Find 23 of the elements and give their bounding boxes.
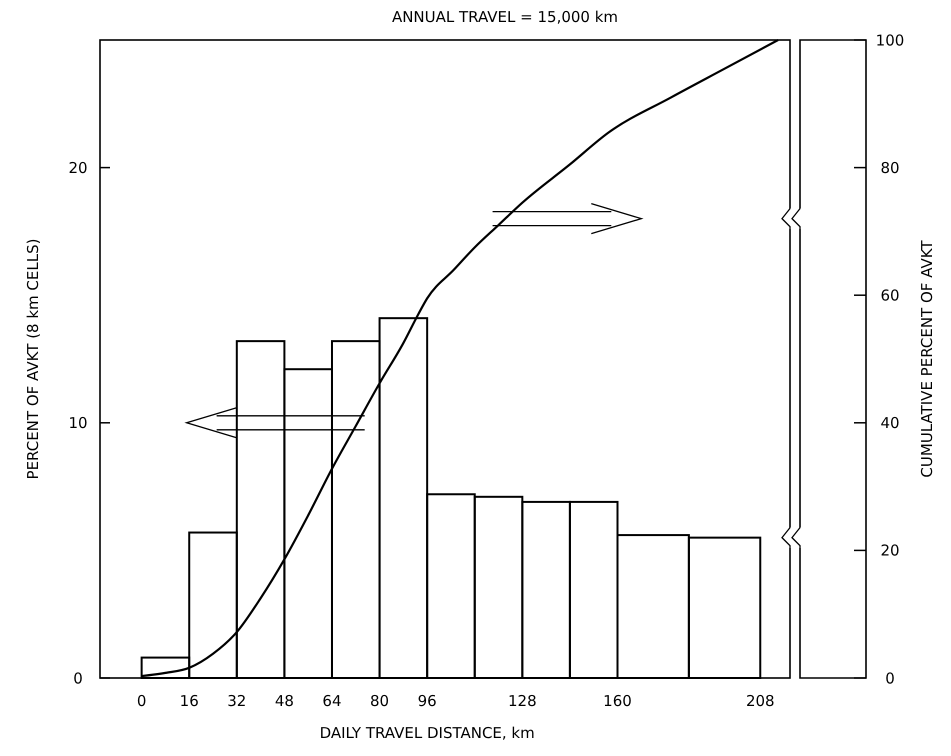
x-tick-label: 48 — [274, 692, 294, 710]
y2-tick-label: 80 — [880, 158, 900, 177]
x-tick-label: 0 — [136, 692, 146, 710]
y-tick-label: 0 — [73, 669, 83, 688]
x-axis-title: DAILY TRAVEL DISTANCE, km — [320, 724, 535, 742]
x-tick-label: 96 — [418, 692, 437, 710]
x-tick-label: 80 — [370, 692, 390, 710]
x-tick-label: 16 — [180, 692, 199, 710]
x-tick-label: 128 — [508, 692, 537, 710]
y2-axis-title: CUMULATIVE PERCENT OF AVKT — [918, 240, 936, 478]
y2-tick-label: 0 — [885, 669, 895, 688]
x-tick-label: 160 — [603, 692, 632, 710]
x-tick-label: 208 — [746, 692, 775, 710]
x-tick-label: 64 — [322, 692, 342, 710]
x-tick-label: 32 — [227, 692, 246, 710]
y2-tick-label: 100 — [876, 31, 904, 50]
y-tick-label: 10 — [68, 414, 88, 432]
chart-title: ANNUAL TRAVEL = 15,000 km — [392, 8, 618, 26]
y-tick-label: 20 — [68, 158, 88, 177]
y-axis-title: PERCENT OF AVKT (8 km CELLS) — [24, 238, 42, 480]
y2-tick-label: 20 — [880, 542, 900, 560]
y2-tick-label: 40 — [880, 414, 900, 432]
y2-tick-label: 60 — [880, 286, 900, 304]
